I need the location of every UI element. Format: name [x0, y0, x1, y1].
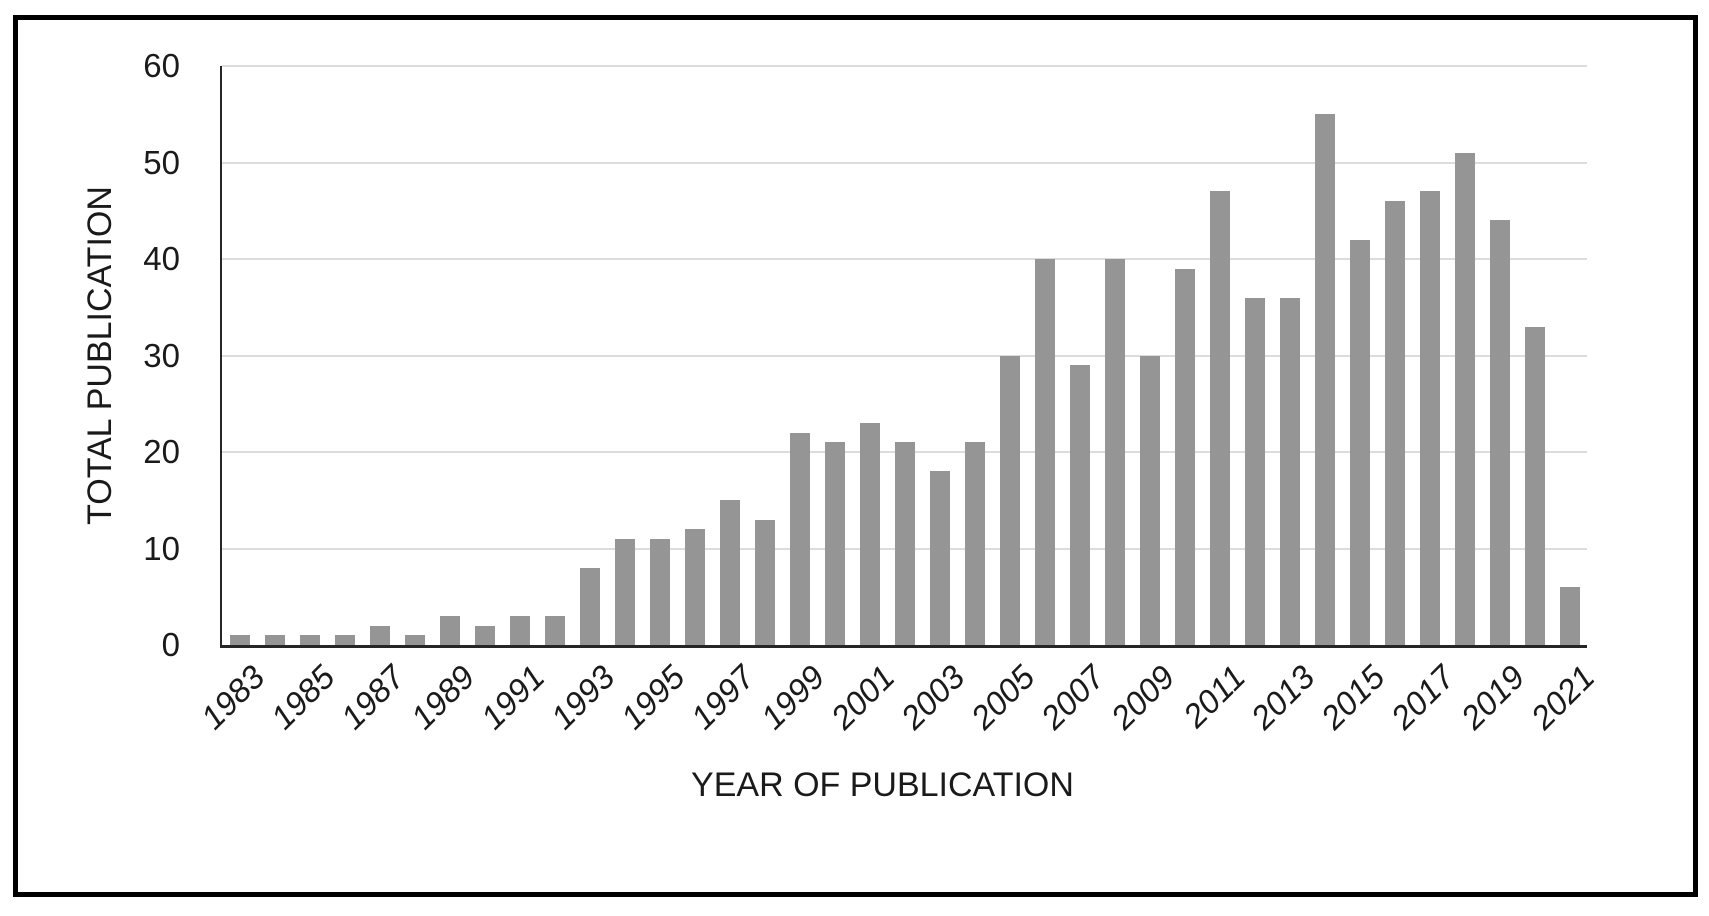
bar-1988 [404, 635, 425, 645]
gridline-50 [222, 161, 1587, 164]
bar-2019 [1489, 220, 1510, 645]
bar-2012 [1244, 297, 1265, 645]
bar-1997 [719, 500, 740, 645]
bar-1999 [789, 432, 810, 645]
bar-2011 [1209, 191, 1230, 645]
bar-2001 [859, 423, 880, 645]
y-tick-60: 60 [143, 47, 180, 84]
x-axis-title: YEAR OF PUBLICATION [691, 766, 1074, 804]
gridline-40 [222, 258, 1587, 260]
bar-1984 [264, 635, 285, 645]
y-tick-40: 40 [143, 240, 180, 277]
bar-1994 [614, 538, 635, 645]
bar-1983 [229, 635, 250, 645]
bar-1995 [649, 538, 670, 645]
bar-2009 [1139, 355, 1160, 645]
y-tick-50: 50 [143, 143, 180, 181]
bar-2006 [1034, 259, 1055, 645]
bar-1996 [684, 529, 705, 645]
bar-2015 [1349, 239, 1370, 645]
y-tick-30: 30 [143, 336, 180, 374]
bar-2007 [1069, 365, 1090, 645]
bar-2003 [929, 471, 950, 645]
bar-1992 [544, 616, 565, 645]
bar-2017 [1419, 191, 1440, 645]
bar-2002 [894, 442, 915, 645]
y-tick-10: 10 [143, 529, 180, 567]
bar-2004 [964, 442, 985, 645]
gridline-60 [222, 65, 1587, 67]
y-tick-20: 20 [143, 433, 180, 470]
bar-1989 [439, 616, 460, 645]
bar-2000 [824, 442, 845, 645]
bar-2010 [1174, 268, 1195, 645]
bar-1986 [334, 635, 355, 645]
bar-2005 [999, 355, 1020, 645]
bar-2013 [1279, 297, 1300, 645]
bar-1990 [474, 625, 495, 645]
bar-1987 [369, 625, 390, 645]
bar-2020 [1524, 326, 1545, 645]
bar-1993 [579, 567, 600, 645]
bar-2021 [1559, 587, 1580, 645]
bar-2014 [1314, 114, 1335, 645]
y-tick-0: 0 [161, 626, 180, 663]
bar-2018 [1454, 152, 1475, 645]
bar-1985 [299, 635, 320, 645]
gridline-30 [222, 354, 1587, 357]
plot-area [220, 65, 1587, 648]
bar-2016 [1384, 201, 1405, 645]
bar-1998 [754, 519, 775, 645]
bar-1991 [509, 616, 530, 645]
bar-2008 [1104, 259, 1125, 645]
